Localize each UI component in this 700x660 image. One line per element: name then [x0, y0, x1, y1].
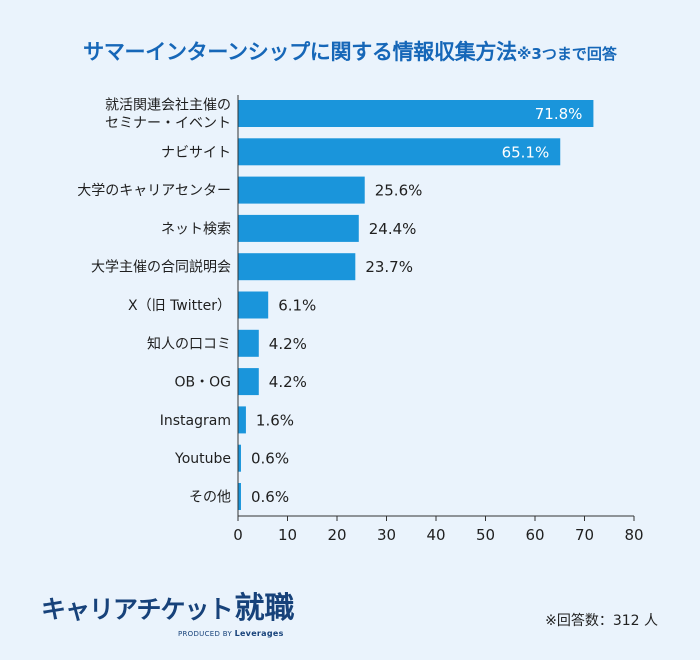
value-label: 6.1%: [278, 297, 316, 315]
category-label: 大学のキャリアセンター: [77, 183, 231, 199]
value-label: 4.2%: [269, 335, 307, 353]
x-tick-label: 70: [575, 526, 594, 544]
category-label: Youtube: [174, 451, 231, 467]
logo-text-main: キャリアチケット: [41, 595, 234, 624]
bar: [238, 138, 561, 166]
value-label: 23.7%: [365, 258, 413, 276]
category-label: ネット検索: [161, 220, 231, 237]
bar: [238, 214, 359, 242]
logo-sub-prefix: PRODUCED BY: [178, 630, 233, 638]
chart-title-note: ※3つまで回答: [516, 45, 617, 63]
x-tick-label: 0: [233, 526, 243, 544]
value-label: 24.4%: [369, 220, 417, 238]
bar: [238, 406, 246, 434]
bar: [238, 176, 365, 204]
category-label: OB・OG: [175, 375, 232, 391]
x-tick-label: 30: [377, 526, 396, 544]
chart-title: サマーインターンシップに関する情報収集方法※3つまで回答: [0, 36, 700, 66]
bar: [238, 368, 259, 396]
x-tick-label: 40: [426, 526, 445, 544]
x-tick-label: 60: [525, 526, 544, 544]
category-label: X（旧 Twitter）: [128, 298, 231, 314]
x-tick-label: 20: [327, 526, 346, 544]
response-count-note: ※回答数：312 人: [545, 613, 658, 629]
bar: [238, 291, 269, 319]
value-label: 71.8%: [535, 105, 583, 123]
category-label: 就活関連会社主催のセミナー・イベント: [105, 98, 231, 132]
category-label: Instagram: [160, 413, 231, 429]
logo-text-accent: 就職: [234, 591, 295, 626]
bar: [238, 483, 241, 510]
bar: [238, 329, 259, 357]
x-tick-label: 50: [476, 526, 495, 544]
value-label: 0.6%: [251, 450, 289, 468]
x-tick-label: 80: [624, 526, 643, 544]
value-label: 1.6%: [256, 411, 294, 429]
bar: [238, 444, 241, 472]
category-label: 大学主催の合同説明会: [91, 260, 231, 276]
bar: [238, 253, 356, 281]
category-label: その他: [189, 490, 231, 506]
value-label: 65.1%: [502, 143, 550, 161]
value-label: 0.6%: [251, 488, 289, 506]
category-label: 知人の口コミ: [147, 335, 231, 352]
logo-subtext: PRODUCED BY Leverages: [178, 629, 295, 638]
value-label: 4.2%: [269, 373, 307, 391]
logo-sub-brand: Leverages: [234, 629, 284, 638]
chart-title-main: サマーインターンシップに関する情報収集方法: [83, 40, 517, 64]
bar: [238, 100, 594, 127]
category-label: ナビサイト: [161, 145, 231, 161]
x-tick-label: 10: [278, 526, 297, 544]
value-label: 25.6%: [375, 182, 423, 200]
brand-logo: キャリアチケット 就職 PRODUCED BY Leverages: [41, 583, 295, 638]
